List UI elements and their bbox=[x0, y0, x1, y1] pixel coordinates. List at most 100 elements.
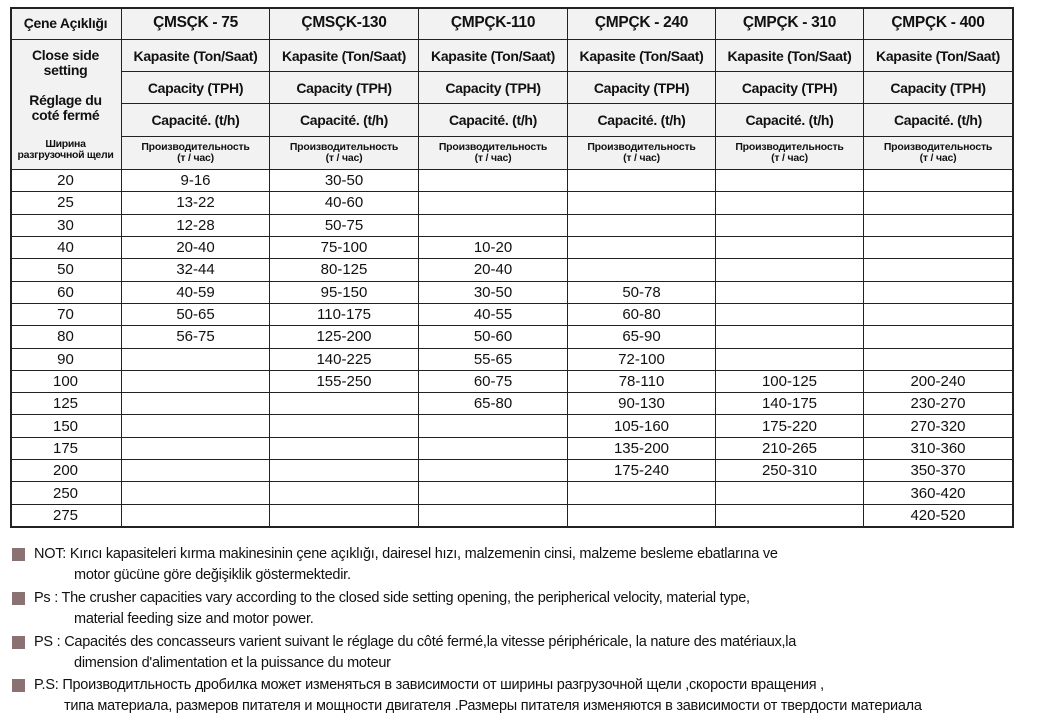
setting-text: 250 bbox=[52, 484, 79, 502]
value-cell: 210-265 bbox=[716, 437, 864, 461]
header-cell: Capacity (TPH) bbox=[716, 72, 864, 104]
header-cell: Kapasite (Ton/Saat) bbox=[864, 40, 1013, 72]
value-cell bbox=[864, 281, 1013, 304]
setting-text: 80 bbox=[57, 328, 74, 346]
value-cell: 20-40 bbox=[122, 236, 270, 260]
corner-line: Réglage du bbox=[29, 92, 102, 109]
value-cell: 40-60 bbox=[270, 192, 419, 215]
header-text: Capacité. (t/h) bbox=[893, 112, 983, 128]
value-cell bbox=[568, 170, 716, 193]
setting-cell: 30 bbox=[10, 214, 122, 237]
setting-cell: 100 bbox=[10, 370, 122, 394]
value-text: 40-55 bbox=[473, 306, 513, 324]
value-cell: 175-240 bbox=[568, 460, 716, 483]
note-line: PS : Capacités des concasseurs varient s… bbox=[12, 632, 796, 653]
value-cell bbox=[122, 482, 270, 505]
value-text: 20-40 bbox=[473, 261, 513, 279]
setting-text: 175 bbox=[52, 439, 79, 457]
value-text: 230-270 bbox=[910, 395, 966, 413]
value-cell bbox=[419, 482, 568, 505]
value-text: 30-50 bbox=[324, 172, 364, 190]
header-text: Производительность bbox=[587, 141, 696, 153]
header-cell: ÇMPÇK - 400 bbox=[864, 7, 1013, 40]
value-text: 110-175 bbox=[317, 306, 371, 324]
value-cell bbox=[716, 214, 864, 237]
value-cell: 230-270 bbox=[864, 393, 1013, 416]
value-cell: 40-55 bbox=[419, 303, 568, 327]
header-text: Capacity (TPH) bbox=[445, 79, 541, 96]
value-cell: 30-50 bbox=[419, 281, 568, 304]
value-cell: 140-225 bbox=[270, 348, 419, 371]
value-cell bbox=[270, 460, 419, 483]
header-text: Kapasite (Ton/Saat) bbox=[727, 47, 852, 64]
value-text: 350-370 bbox=[910, 462, 966, 480]
setting-cell: 25 bbox=[10, 192, 122, 215]
corner-group: Close side setting bbox=[32, 48, 99, 77]
value-cell bbox=[122, 460, 270, 483]
value-cell: 350-370 bbox=[864, 460, 1013, 483]
corner-labels: Close side setting Réglage du coté fermé Шир… bbox=[10, 40, 122, 170]
header-text: ÇMPÇK-110 bbox=[450, 14, 536, 31]
setting-text: 90 bbox=[57, 350, 74, 368]
value-cell bbox=[122, 415, 270, 438]
setting-text: 60 bbox=[57, 283, 74, 301]
note-bullet bbox=[12, 636, 25, 649]
header-cell: ÇMPÇK-110 bbox=[419, 7, 568, 40]
value-cell: 135-200 bbox=[568, 437, 716, 461]
value-cell bbox=[716, 281, 864, 304]
value-cell: 250-310 bbox=[716, 460, 864, 483]
value-cell bbox=[716, 348, 864, 371]
value-cell bbox=[568, 214, 716, 237]
value-text: 40-59 bbox=[176, 283, 215, 301]
header-cell: Capacity (TPH) bbox=[122, 72, 270, 104]
value-cell: 50-65 bbox=[122, 303, 270, 327]
value-cell: 310-360 bbox=[864, 437, 1013, 461]
note-text: dimension d'alimentation et la puissance… bbox=[74, 655, 391, 671]
value-cell: 90-130 bbox=[568, 393, 716, 416]
value-cell: 65-90 bbox=[568, 326, 716, 349]
value-text: 420-520 bbox=[910, 506, 966, 524]
header-text: ÇMPÇK - 240 bbox=[594, 14, 689, 31]
header-cell: Производительность (т / час) bbox=[864, 137, 1013, 170]
setting-text: 70 bbox=[57, 306, 74, 324]
setting-cell: 150 bbox=[10, 415, 122, 438]
setting-cell: 60 bbox=[10, 281, 122, 304]
value-text: 72-100 bbox=[618, 350, 665, 368]
value-text: 13-22 bbox=[176, 194, 215, 212]
note-bullet bbox=[12, 592, 25, 605]
value-text: 175-220 bbox=[761, 417, 818, 435]
value-text: 360-420 bbox=[910, 484, 966, 502]
header-text: (т / час) bbox=[177, 152, 214, 164]
value-cell bbox=[568, 504, 716, 527]
value-cell: 60-75 bbox=[419, 370, 568, 394]
header-text: Производительность bbox=[438, 141, 548, 153]
value-text: 95-150 bbox=[320, 283, 368, 301]
value-text: 65-80 bbox=[473, 395, 513, 413]
value-cell: 75-100 bbox=[270, 236, 419, 260]
header-cell: Производительность (т / час) bbox=[419, 137, 568, 170]
value-cell bbox=[716, 326, 864, 349]
setting-cell: 200 bbox=[10, 460, 122, 483]
value-cell: 140-175 bbox=[716, 393, 864, 416]
value-cell bbox=[270, 437, 419, 461]
value-cell bbox=[864, 236, 1013, 260]
value-cell bbox=[122, 437, 270, 461]
note-label: Ps : bbox=[34, 590, 58, 606]
value-cell bbox=[419, 192, 568, 215]
value-cell bbox=[419, 437, 568, 461]
value-text: 65-90 bbox=[622, 328, 661, 346]
value-text: 100-125 bbox=[761, 372, 818, 390]
value-text: 80-125 bbox=[320, 261, 368, 279]
value-text: 56-75 bbox=[176, 328, 215, 346]
value-text: 270-320 bbox=[910, 417, 966, 435]
header-cell: Capacité. (t/h) bbox=[270, 104, 419, 137]
note-text: Capacités des concasseurs varient suivan… bbox=[64, 634, 797, 650]
header-text: ÇMSÇK - 75 bbox=[153, 14, 238, 31]
header-text: Capacity (TPH) bbox=[890, 79, 986, 96]
header-text: (т / час) bbox=[623, 152, 660, 164]
header-text: Capacity (TPH) bbox=[593, 79, 690, 96]
header-text: (т / час) bbox=[325, 152, 363, 164]
value-cell: 55-65 bbox=[419, 348, 568, 371]
header-cell: Capacité. (t/h) bbox=[716, 104, 864, 137]
header-text: Capacity (TPH) bbox=[741, 79, 838, 96]
